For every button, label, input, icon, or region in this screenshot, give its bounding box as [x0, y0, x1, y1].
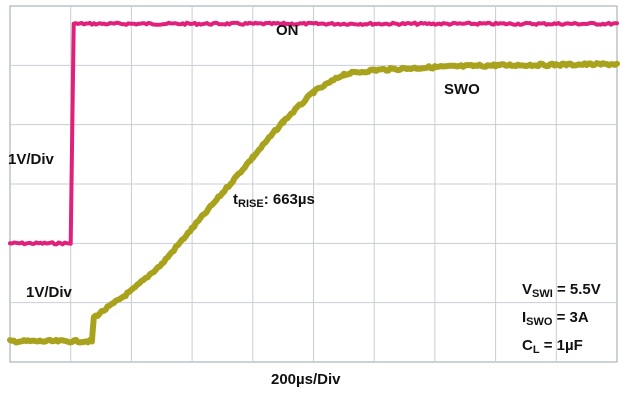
swo-trace	[7, 60, 620, 346]
on-trace-label: ON	[276, 22, 299, 39]
on-channel-scale: 1V/Div	[8, 151, 54, 168]
condition-vswi: VSWI = 5.5V	[522, 281, 601, 300]
on-trace	[8, 20, 619, 247]
condition-cl: CL = 1µF	[522, 337, 583, 356]
rise-time-annotation: tRISE: 663µs	[233, 191, 315, 210]
time-scale-label: 200µs/Div	[271, 371, 341, 388]
swo-channel-scale: 1V/Div	[26, 284, 72, 301]
condition-iswo: ISWO = 3A	[522, 309, 589, 328]
swo-trace-label: SWO	[444, 81, 480, 98]
